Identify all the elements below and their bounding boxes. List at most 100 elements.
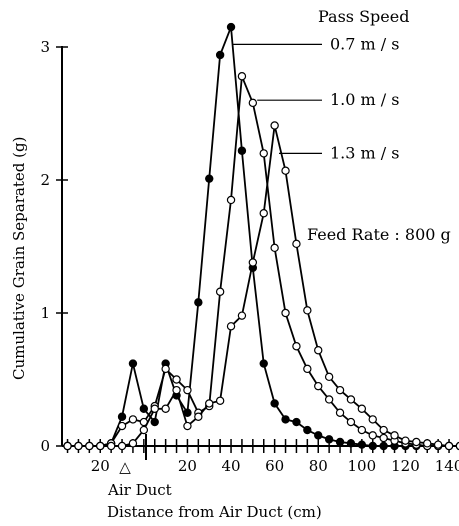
data-point (368, 431, 377, 440)
x-tick-label: 40 (221, 457, 240, 475)
data-point (128, 359, 138, 368)
data-point (335, 408, 345, 417)
air-duct-marker: △ (119, 458, 131, 476)
data-point (237, 146, 247, 155)
data-point (96, 441, 105, 451)
y-ticks: 0 1 2 3 (40, 38, 68, 455)
data-point (368, 415, 377, 424)
data-point (139, 404, 149, 413)
feed-rate-annotation: Feed Rate : 800 g (307, 225, 451, 244)
y-tick-label: 3 (40, 38, 50, 56)
data-point (226, 322, 236, 331)
data-point (314, 431, 323, 440)
data-point (128, 415, 138, 424)
data-point (117, 441, 127, 451)
series-name-label: 1.0 m / s (330, 90, 399, 109)
data-point (444, 441, 454, 451)
data-point (412, 437, 421, 447)
series-labels: 0.7 m / s 1.0 m / s 1.3 m / s (233, 34, 399, 162)
x-tick-label: 80 (309, 457, 328, 475)
data-point (324, 435, 334, 444)
y-tick-label: 2 (40, 171, 50, 189)
data-point (281, 308, 290, 318)
data-point (335, 437, 345, 447)
data-point (117, 421, 127, 431)
x-tick-label: 60 (265, 457, 284, 475)
data-point (423, 439, 432, 448)
data-point (303, 425, 312, 435)
data-point (128, 439, 138, 448)
data-point (226, 195, 236, 205)
data-point (139, 425, 149, 435)
data-point (215, 287, 225, 296)
series-line (67, 75, 459, 447)
data-point (161, 364, 170, 374)
x-tick-label: 100 (348, 457, 377, 475)
data-point (281, 166, 290, 175)
data-point (237, 311, 247, 320)
data-point (85, 441, 94, 451)
data-point (172, 385, 181, 395)
data-point (205, 174, 214, 183)
data-point (303, 364, 312, 374)
data-point (324, 395, 334, 404)
data-point (346, 395, 356, 404)
data-point (292, 342, 301, 351)
data-point (281, 415, 290, 424)
data-point (226, 22, 236, 32)
data-point (401, 436, 410, 445)
data-point (205, 399, 214, 408)
data-point (357, 404, 367, 413)
data-point (259, 359, 268, 368)
data-point (248, 98, 258, 108)
y-axis-label: Cumulative Grain Separated (g) (10, 137, 28, 380)
data-point (117, 412, 127, 421)
data-point (379, 441, 388, 451)
data-point (183, 385, 192, 395)
y-tick-label: 1 (40, 304, 50, 322)
data-point (161, 404, 170, 413)
data-point (292, 417, 301, 427)
data-point (324, 372, 334, 382)
data-point (215, 50, 225, 60)
data-point (335, 385, 345, 395)
x-axis-label: Distance from Air Duct (cm) (107, 503, 322, 521)
air-duct-label: Air Duct (107, 481, 172, 499)
data-point (270, 121, 279, 130)
data-point (455, 441, 459, 451)
data-point (106, 441, 116, 451)
x-tick-label: 20 (91, 457, 110, 475)
data-point (74, 441, 83, 451)
data-point (270, 243, 279, 253)
data-point (379, 433, 388, 443)
data-point (346, 417, 356, 427)
data-point (150, 417, 159, 427)
data-point (357, 425, 367, 435)
data-point (63, 441, 72, 451)
series-3 (63, 121, 459, 451)
data-point (368, 441, 377, 451)
series-2 (63, 72, 459, 451)
series-name-label: 0.7 m / s (330, 34, 399, 53)
data-point (259, 149, 268, 158)
data-point (259, 209, 268, 218)
y-tick-label: 0 (40, 437, 50, 455)
data-point (379, 425, 388, 435)
series-name-label: 1.3 m / s (330, 143, 399, 162)
data-point (194, 412, 203, 421)
series-group (63, 22, 459, 451)
data-point (292, 239, 301, 249)
data-point (194, 298, 203, 307)
data-point (390, 431, 399, 440)
legend-header: Pass Speed (318, 7, 409, 26)
data-point (346, 439, 356, 448)
data-point (357, 440, 367, 449)
data-point (248, 258, 258, 267)
x-tick-label: 120 (391, 457, 420, 475)
series-1 (63, 22, 459, 451)
data-point (314, 381, 323, 391)
data-point (172, 375, 181, 384)
x-tick-label: 140 (435, 457, 459, 475)
data-point (237, 72, 247, 81)
